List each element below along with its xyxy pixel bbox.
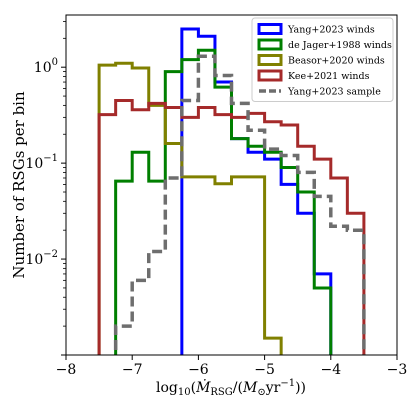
x-tick-label: −4 <box>320 362 341 378</box>
series-line-1 <box>180 27 333 355</box>
x-axis-label: log10(ṀRSG/(M⊙yr−1)) <box>156 378 306 398</box>
series-layer <box>97 27 366 355</box>
x-tick-label: −8 <box>56 362 77 378</box>
x-tick-label: −5 <box>254 362 275 378</box>
x-tick-label: −6 <box>188 362 209 378</box>
x-tick-label: −3 <box>387 362 408 378</box>
legend-label: Yang+2023 winds <box>287 25 375 36</box>
plot-frame <box>65 14 398 356</box>
legend-label: Beasor+2020 winds <box>288 56 385 67</box>
x-axis: −8 −7 −6 −5 −4 −3 <box>56 355 408 378</box>
series-line-5 <box>113 54 366 355</box>
y-tick-label: 10−1 <box>25 153 58 172</box>
legend-label: de Jager+1988 winds <box>288 40 392 51</box>
legend-handle <box>257 38 283 51</box>
series-line-2 <box>114 48 333 355</box>
y-axis: 10−2 10−1 100 <box>25 21 66 356</box>
y-tick-label: 100 <box>34 57 58 76</box>
legend-handle <box>257 23 283 35</box>
x-tick-label: −7 <box>122 362 143 378</box>
legend-label: Kee+2021 winds <box>288 71 370 82</box>
legend: Yang+2023 winds de Jager+1988 winds Beasor… <box>251 17 394 102</box>
y-tick-label: 10−2 <box>25 249 58 268</box>
y-axis-label: Number of RSGs per bin <box>10 91 28 279</box>
legend-handle <box>257 69 283 82</box>
legend-label: Yang+2023 sample <box>287 87 381 98</box>
legend-handle <box>257 54 283 66</box>
legend-box <box>251 17 394 102</box>
series-line-4 <box>97 98 366 355</box>
